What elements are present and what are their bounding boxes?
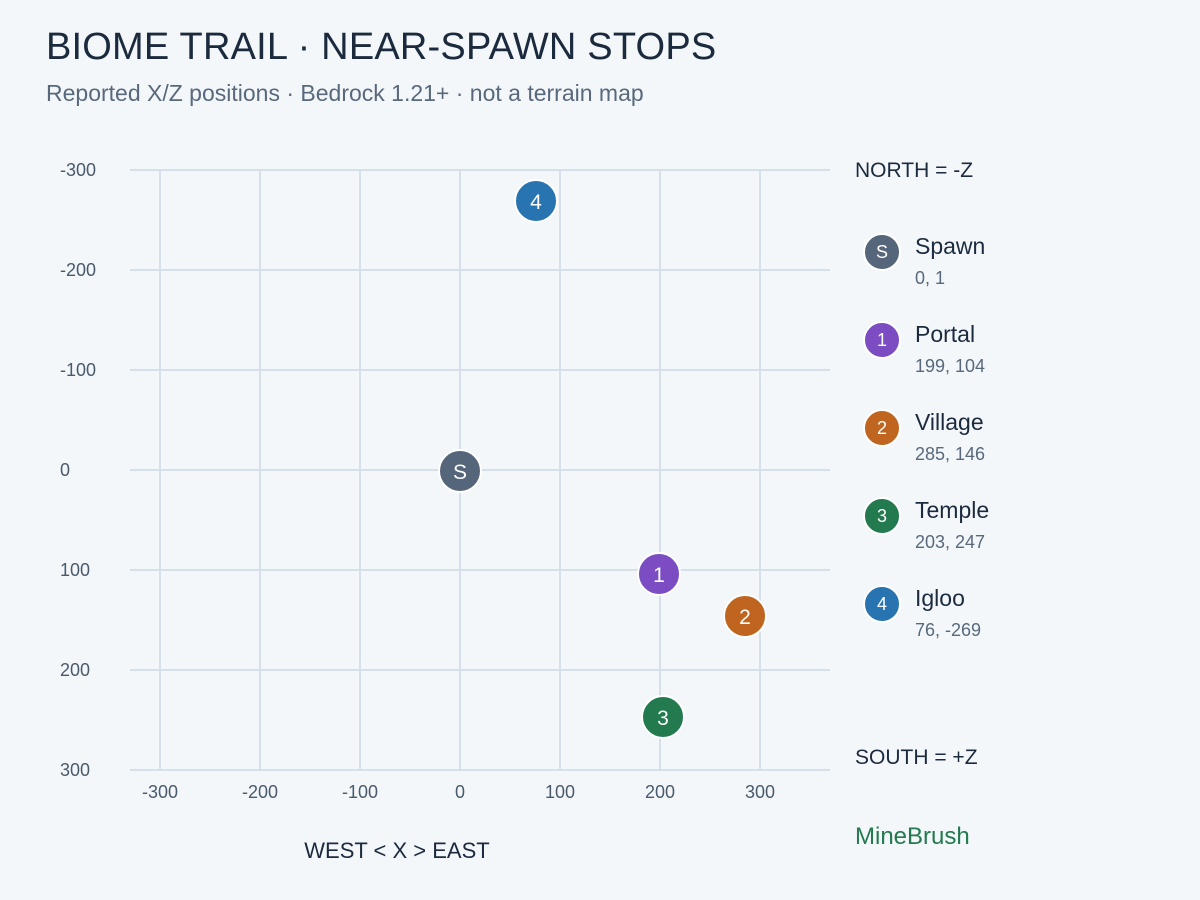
marker-spawn	[438, 449, 482, 493]
marker-label: 4	[530, 191, 542, 214]
legend-coords: 285, 146	[915, 444, 985, 464]
x-axis-label: WEST < X > EAST	[304, 838, 489, 863]
legend-name: Portal	[915, 321, 975, 347]
x-tick-label: 300	[745, 782, 775, 802]
legend-name: Village	[915, 409, 984, 435]
marker-label: S	[453, 461, 467, 484]
north-label: NORTH = -Z	[855, 159, 973, 182]
legend-coords: 203, 247	[915, 532, 985, 552]
legend-coords: 199, 104	[915, 356, 985, 376]
x-tick-label: -200	[242, 782, 278, 802]
x-tick-label: 200	[645, 782, 675, 802]
legend-badge	[863, 233, 901, 271]
y-tick-label: -300	[60, 160, 96, 180]
legend-badge	[863, 409, 901, 447]
legend-coords: 0, 1	[915, 268, 945, 288]
chart-subtitle: Reported X/Z positions · Bedrock 1.21+ ·…	[46, 80, 644, 106]
x-tick-label: -300	[142, 782, 178, 802]
legend-item-spawn: S Spawn 0, 1	[863, 233, 985, 288]
south-label: SOUTH = +Z	[855, 746, 978, 769]
legend-name: Temple	[915, 497, 989, 523]
x-tick-label: 100	[545, 782, 575, 802]
marker-igloo	[514, 179, 558, 223]
marker-label: 3	[657, 707, 669, 730]
brand-logo: MineBrush	[855, 823, 970, 850]
x-tick-label: 0	[455, 782, 465, 802]
y-tick-label: 300	[60, 760, 90, 780]
legend-badge	[863, 585, 901, 623]
legend-item-igloo: 4 Igloo 76, -269	[863, 585, 981, 640]
legend-badge-label: 2	[877, 418, 887, 438]
marker-portal	[637, 552, 681, 596]
chart-title: BIOME TRAIL · NEAR-SPAWN STOPS	[46, 26, 717, 68]
legend-badge-label: S	[876, 242, 888, 262]
y-tick-label: 200	[60, 660, 90, 680]
marker-label: 2	[739, 606, 751, 629]
legend-coords: 76, -269	[915, 620, 981, 640]
marker-label: 1	[653, 564, 665, 587]
marker-temple	[641, 695, 685, 739]
y-tick-label: -100	[60, 360, 96, 380]
legend-badge-label: 1	[877, 330, 887, 350]
legend-name: Igloo	[915, 585, 965, 611]
legend-item-village: 2 Village 285, 146	[863, 409, 985, 464]
legend-badge-label: 3	[877, 506, 887, 526]
x-tick-label: -100	[342, 782, 378, 802]
y-tick-label: -200	[60, 260, 96, 280]
legend-item-temple: 3 Temple 203, 247	[863, 497, 989, 552]
data-markers: S 1 2 3 4	[438, 179, 767, 739]
legend-name: Spawn	[915, 233, 985, 259]
legend-badge-label: 4	[877, 594, 887, 614]
legend: S Spawn 0, 1 1 Portal 199, 104 2 Village 285, 14…	[863, 233, 989, 640]
legend-item-portal: 1 Portal 199, 104	[863, 321, 985, 376]
legend-badge	[863, 321, 901, 359]
legend-badge	[863, 497, 901, 535]
marker-village	[723, 594, 767, 638]
tick-labels: -300 -200 -100 0 100 200 300 -300 -200 -100 0 100 20…	[60, 160, 775, 802]
y-tick-label: 100	[60, 560, 90, 580]
y-tick-label: 0	[60, 460, 70, 480]
